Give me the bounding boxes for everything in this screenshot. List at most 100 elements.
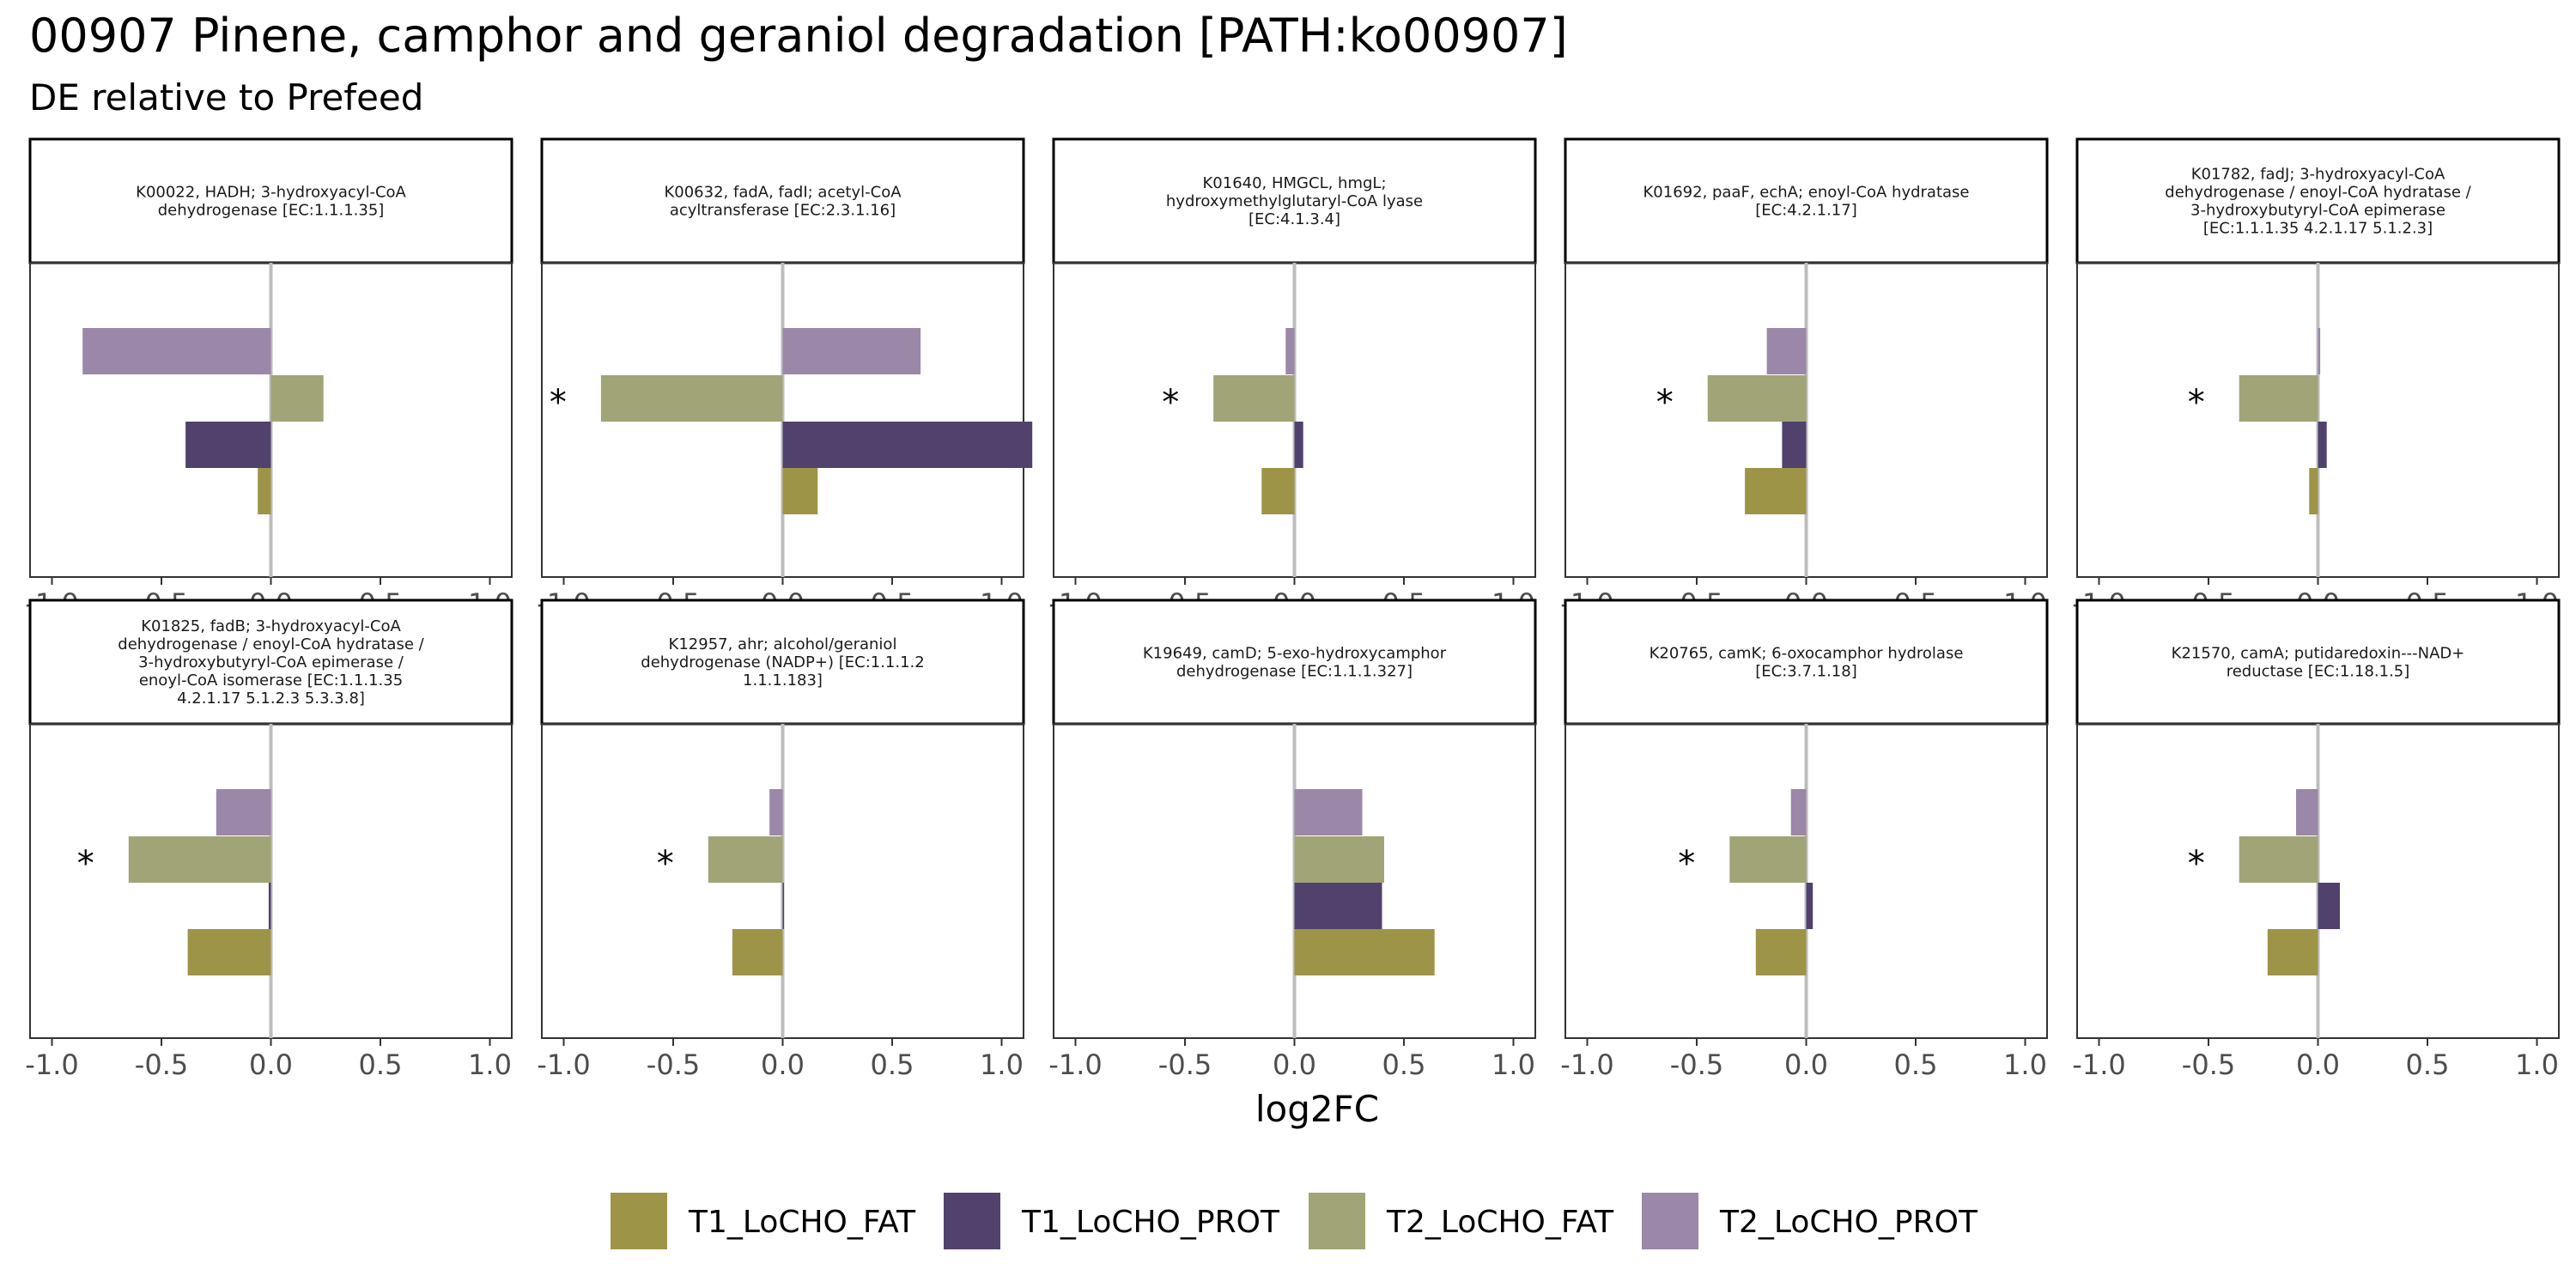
facet-label-line: K01782, fadJ; 3-hydroxyacyl-CoA	[2191, 166, 2445, 184]
bar	[1285, 328, 1295, 374]
bar	[1707, 375, 1807, 422]
legend-item: T1_LoCHO_FAT	[611, 1193, 916, 1249]
facet-label-line: [EC:3.7.1.18]	[1755, 663, 1856, 681]
bar	[1790, 789, 1807, 835]
significance-marker: *	[657, 844, 674, 884]
legend-label: T1_LoCHO_PROT	[1021, 1205, 1280, 1240]
bar	[2309, 468, 2318, 514]
facet-strip	[540, 598, 1025, 726]
x-axis-title: log2FC	[1255, 1088, 1379, 1130]
facet-strip	[1564, 598, 2049, 726]
legend-swatch	[944, 1193, 1000, 1249]
facet-label-line: 3-hydroxybutyryl-CoA epimerase	[2190, 202, 2445, 220]
bar	[732, 929, 783, 975]
facet-label-line: K00022, HADH; 3-hydroxyacyl-CoA	[136, 184, 406, 202]
significance-marker: *	[550, 383, 567, 422]
x-tick-label: 0.5	[871, 1048, 914, 1081]
legend-item: T1_LoCHO_PROT	[944, 1193, 1280, 1249]
facet-label-line: 4.2.1.17 5.1.2.3 5.3.3.8]	[177, 690, 365, 708]
facet-label-line: 3-hydroxybutyryl-CoA epimerase /	[138, 653, 404, 671]
facet-label-line: 1.1.1.183]	[743, 671, 823, 690]
bar	[1782, 422, 1807, 468]
facet-label-line: enoyl-CoA isomerase [EC:1.1.1.35	[139, 671, 403, 690]
bar	[187, 929, 271, 975]
bar	[2267, 929, 2318, 975]
legend-label: T2_LoCHO_PROT	[1719, 1205, 1978, 1240]
facet-strip	[1052, 137, 1537, 264]
x-tick-label: -0.5	[647, 1048, 700, 1081]
facet-panel: K21570, camA; putidaredoxin---NAD+reduct…	[2072, 598, 2561, 1081]
x-tick-label: 0.5	[1382, 1048, 1426, 1081]
significance-marker: *	[2188, 383, 2205, 422]
x-tick-label: 1.0	[980, 1048, 1024, 1081]
facet-label-line: K20765, camK; 6-oxocamphor hydrolase	[1649, 645, 1964, 663]
facet-label-line: [EC:4.2.1.17]	[1755, 202, 1856, 220]
legend-swatch	[611, 1193, 667, 1249]
legend: T1_LoCHO_FAT T1_LoCHO_PROT T2_LoCHO_FAT T2_…	[611, 1193, 1978, 1249]
bar	[1213, 375, 1295, 422]
bar	[600, 375, 783, 422]
bar	[2318, 328, 2321, 374]
bar	[258, 468, 271, 514]
x-tick-label: 0.0	[1273, 1048, 1316, 1081]
bar	[2318, 422, 2327, 468]
facet-label-line: dehydrogenase [EC:1.1.1.35]	[158, 202, 385, 220]
bar	[128, 836, 271, 883]
bar	[1294, 836, 1384, 883]
bar	[782, 883, 784, 929]
facet-label-line: dehydrogenase (NADP+) [EC:1.1.1.2	[641, 653, 924, 671]
bar	[82, 328, 271, 374]
x-tick-label: 1.0	[1492, 1048, 1535, 1081]
bar	[185, 422, 271, 468]
facet-label-line: hydroxymethylglutaryl-CoA lyase	[1166, 192, 1423, 210]
bar	[1294, 883, 1382, 929]
legend-label: T1_LoCHO_FAT	[688, 1205, 916, 1240]
facet-strip	[2075, 598, 2561, 726]
x-tick-label: 0.0	[1784, 1048, 1828, 1081]
significance-marker: *	[1656, 383, 1674, 422]
facet-label-line: [EC:1.1.1.35 4.2.1.17 5.1.2.3]	[2203, 220, 2433, 238]
x-tick-label: -0.5	[1158, 1048, 1212, 1081]
bar	[1294, 789, 1363, 835]
legend-swatch	[1642, 1193, 1698, 1249]
bar	[2296, 789, 2318, 835]
bar	[2239, 375, 2318, 422]
x-tick-label: -1.0	[1048, 1048, 1102, 1081]
x-tick-label: -0.5	[2182, 1048, 2235, 1081]
facet-panel: K19649, camD; 5-exo-hydroxycamphordehydr…	[1048, 598, 1537, 1081]
significance-marker: *	[1162, 383, 1179, 422]
significance-marker: *	[2188, 844, 2205, 884]
facet-label-line: dehydrogenase [EC:1.1.1.327]	[1176, 663, 1413, 681]
facet-label-line: K21570, camA; putidaredoxin---NAD+	[2172, 645, 2465, 663]
bar	[1294, 422, 1303, 468]
facet-label-line: acyltransferase [EC:2.3.1.16]	[670, 202, 896, 220]
facet-label-line: [EC:4.1.3.4]	[1249, 210, 1340, 228]
facet-strip	[2075, 137, 2561, 264]
bar	[1729, 836, 1807, 883]
x-tick-label: 1.0	[468, 1048, 512, 1081]
facet-label-line: reductase [EC:1.18.1.5]	[2227, 663, 2410, 681]
facet-panel: K20765, camK; 6-oxocamphor hydrolase[EC:…	[1560, 598, 2049, 1081]
bar	[769, 789, 783, 835]
x-tick-label: -1.0	[25, 1048, 78, 1081]
bar	[1806, 883, 1814, 929]
legend-item: T2_LoCHO_PROT	[1642, 1193, 1978, 1249]
x-tick-label: 0.0	[2296, 1048, 2340, 1081]
bar	[216, 789, 271, 835]
facet-label-line: K12957, ahr; alcohol/geraniol	[669, 635, 897, 653]
bar	[2239, 836, 2318, 883]
x-tick-label: 1.0	[2003, 1048, 2047, 1081]
facet-panels: K00022, HADH; 3-hydroxyacyl-CoAdehydroge…	[25, 137, 2561, 1081]
facet-label-line: dehydrogenase / enoyl-CoA hydratase /	[2165, 184, 2471, 202]
x-tick-label: 0.0	[249, 1048, 293, 1081]
legend-item: T2_LoCHO_FAT	[1309, 1193, 1614, 1249]
facet-panel: K00022, HADH; 3-hydroxyacyl-CoAdehydroge…	[25, 137, 513, 620]
facet-label-line: K00632, fadA, fadI; acetyl-CoA	[664, 184, 902, 202]
bar	[1755, 929, 1807, 975]
facet-panel: K12957, ahr; alcohol/geranioldehydrogena…	[537, 598, 1025, 1081]
chart-title: 00907 Pinene, camphor and geraniol degra…	[29, 9, 1568, 63]
bar	[1294, 929, 1435, 975]
x-tick-label: 0.0	[761, 1048, 805, 1081]
facet-strip	[28, 137, 513, 264]
facet-label-line: K01825, fadB; 3-hydroxyacyl-CoA	[141, 617, 401, 635]
